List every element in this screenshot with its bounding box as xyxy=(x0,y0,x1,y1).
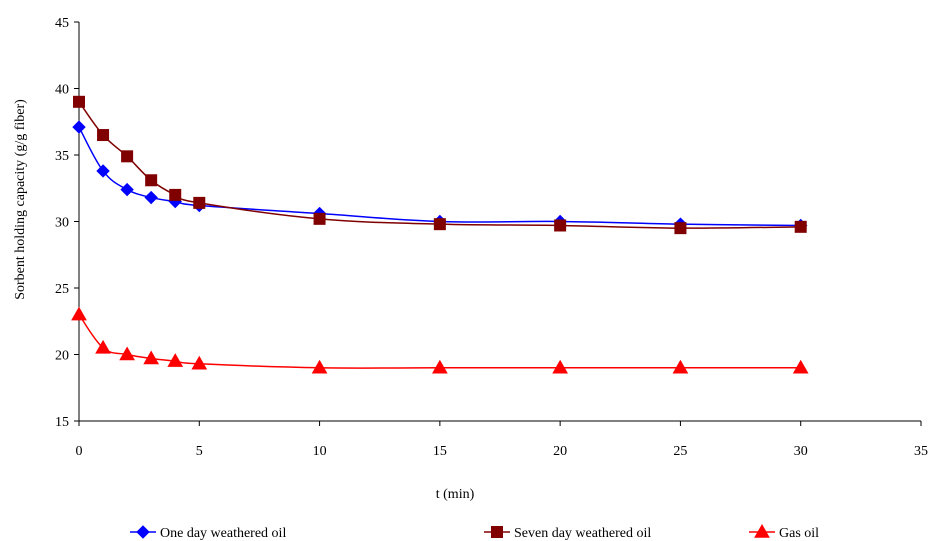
legend-marker xyxy=(754,523,770,538)
data-point xyxy=(95,339,111,354)
legend-item-seven-day-weathered-oil: Seven day weathered oil xyxy=(484,526,651,541)
series-layer xyxy=(71,95,809,374)
data-point xyxy=(119,346,135,361)
data-point xyxy=(169,188,182,201)
data-point xyxy=(674,222,687,235)
legend-label: One day weathered oil xyxy=(160,526,286,541)
data-point xyxy=(71,306,87,321)
series-line xyxy=(78,101,801,229)
legend-item-gas-oil: Gas oil xyxy=(749,523,819,541)
data-point xyxy=(144,190,158,205)
data-point xyxy=(120,182,134,197)
series-seven-day-weathered-oil xyxy=(73,95,807,235)
y-tick-label: 35 xyxy=(55,149,69,164)
data-point xyxy=(143,350,160,365)
x-tick-label: 10 xyxy=(313,444,327,459)
y-tick-label: 30 xyxy=(55,216,69,231)
data-point xyxy=(311,359,328,374)
x-tick-label: 5 xyxy=(196,444,203,459)
data-point xyxy=(554,219,567,232)
y-tick-label: 25 xyxy=(55,282,69,297)
legend-marker xyxy=(136,525,150,539)
x-tick-label: 35 xyxy=(914,444,928,459)
data-point xyxy=(433,218,446,231)
axes: 15 20 25 30 35 40 45 0 5 10 15 20 25 30 35 xyxy=(55,16,928,459)
y-tick-label: 20 xyxy=(55,349,69,364)
x-tick-label: 30 xyxy=(794,444,808,459)
y-tick-label: 15 xyxy=(55,415,69,430)
data-point xyxy=(794,220,807,233)
data-point xyxy=(97,129,110,142)
legend-item-one-day-weathered-oil: One day weathered oil xyxy=(130,525,286,541)
y-axis-title: Sorbent holding capacity (g/g fiber) xyxy=(13,99,28,300)
x-tick-label: 0 xyxy=(76,444,83,459)
data-point xyxy=(73,95,85,108)
data-point xyxy=(672,359,689,374)
data-point xyxy=(552,359,569,374)
legend-marker xyxy=(491,526,503,538)
data-point xyxy=(167,353,184,367)
legend: One day weathered oil Seven day weathered… xyxy=(130,523,819,541)
series-gas-oil xyxy=(71,306,809,374)
x-axis-title: t (min) xyxy=(436,487,475,502)
y-tick-label: 45 xyxy=(55,16,69,31)
data-point xyxy=(96,164,110,178)
legend-label: Gas oil xyxy=(779,526,819,541)
data-point xyxy=(121,150,134,163)
data-point xyxy=(72,120,86,134)
data-point xyxy=(792,359,809,374)
data-point xyxy=(313,212,326,225)
y-tick-label: 40 xyxy=(55,83,69,98)
x-tick-label: 25 xyxy=(673,444,687,459)
x-tick-label: 15 xyxy=(433,444,447,459)
legend-label: Seven day weathered oil xyxy=(514,526,651,541)
x-tick-label: 20 xyxy=(553,444,567,459)
series-line xyxy=(78,126,801,227)
data-point xyxy=(145,174,158,187)
data-point xyxy=(191,355,208,370)
data-point xyxy=(431,359,448,374)
data-point xyxy=(193,196,206,209)
series-one-day-weathered-oil xyxy=(72,120,808,233)
